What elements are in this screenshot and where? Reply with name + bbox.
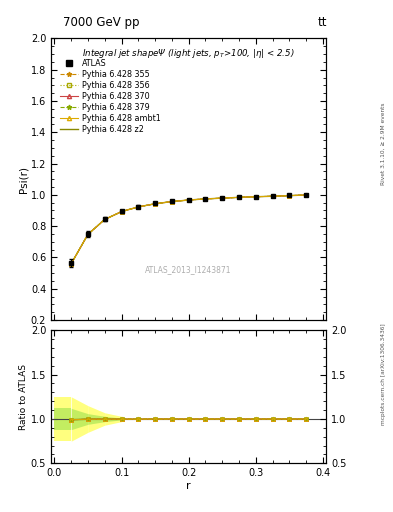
Text: 7000 GeV pp: 7000 GeV pp [63,15,140,29]
Y-axis label: Psi(r): Psi(r) [18,166,28,193]
Text: Rivet 3.1.10, ≥ 2.9M events: Rivet 3.1.10, ≥ 2.9M events [381,102,386,185]
Legend: ATLAS, Pythia 6.428 355, Pythia 6.428 356, Pythia 6.428 370, Pythia 6.428 379, P: ATLAS, Pythia 6.428 355, Pythia 6.428 35… [57,55,163,137]
Text: ATLAS_2013_I1243871: ATLAS_2013_I1243871 [145,265,232,274]
Y-axis label: Ratio to ATLAS: Ratio to ATLAS [19,364,28,430]
X-axis label: r: r [186,481,191,491]
Text: Integral jet shapeΨ (light jets, p$_T$>100, |η| < 2.5): Integral jet shapeΨ (light jets, p$_T$>1… [82,47,295,60]
Text: mcplots.cern.ch [arXiv:1306.3436]: mcplots.cern.ch [arXiv:1306.3436] [381,323,386,424]
Text: tt: tt [318,15,327,29]
